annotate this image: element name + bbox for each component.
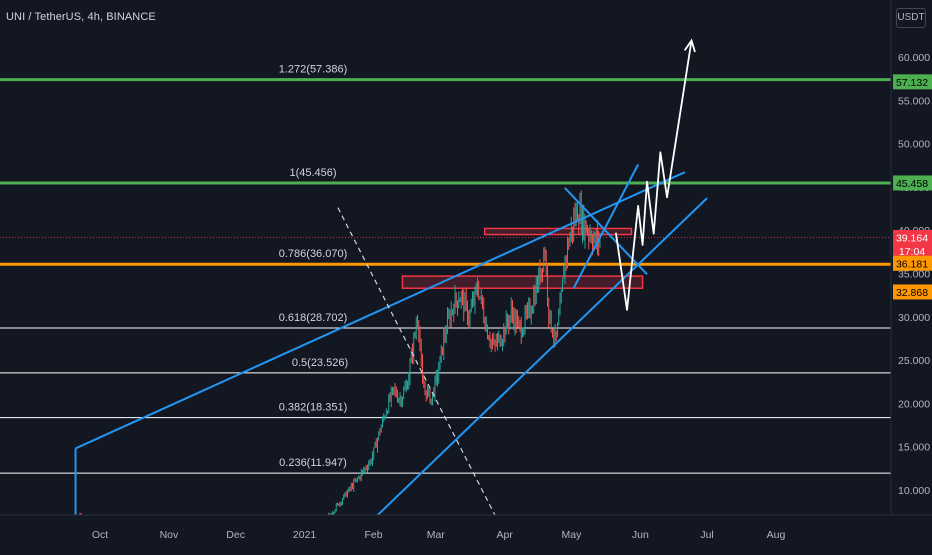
price-tag-text-2: 39.164: [896, 232, 928, 244]
y-tick-label-2: 20.000: [898, 398, 930, 410]
y-tick-label-1: 15.000: [898, 442, 930, 454]
x-tick-label-10: Aug: [767, 529, 786, 541]
price-tag-5: [893, 284, 932, 300]
trendline-channel-top: [75, 171, 686, 450]
fib-label-2: 0.786(36.070): [279, 248, 348, 260]
fib-label-6: 0.236(11.947): [279, 457, 347, 469]
projection-path: [615, 40, 693, 311]
price-tag-0: [893, 74, 932, 90]
x-tick-label-0: Oct: [92, 529, 108, 541]
price-tag-2: [893, 229, 932, 245]
fib-label-3: 0.618(28.702): [279, 312, 348, 324]
price-tag-text-1: 45.458: [896, 178, 928, 190]
y-tick-label-0: 10.000: [898, 485, 930, 497]
y-tick-label-5: 35.000: [898, 269, 930, 281]
trendline-wedge-upper: [572, 163, 640, 289]
trendline-channel-bottom: [370, 197, 708, 522]
price-tag-4: [893, 255, 932, 271]
price-tag-3: [893, 243, 932, 259]
fib-label-1: 1(45.456): [289, 167, 336, 179]
price-axis-panel: [891, 0, 932, 550]
x-tick-label-8: Jun: [632, 529, 649, 541]
projection-arrow-head: [683, 38, 696, 53]
fib-label-0: 1.272(57.386): [279, 64, 348, 76]
lower-resistance-zone: [401, 275, 644, 289]
y-tick-label-4: 30.000: [898, 312, 930, 324]
price-tag-text-4: 36.181: [896, 258, 928, 270]
currency-button[interactable]: USDT: [896, 8, 926, 28]
x-tick-label-2: Dec: [226, 529, 245, 541]
price-tag-text-3: 17:04: [899, 246, 925, 258]
time-axis-panel: [0, 515, 932, 550]
price-tag-text-5: 32.868: [896, 287, 928, 299]
fib-label-5: 0.382(18.351): [279, 402, 348, 414]
y-tick-label-9: 55.000: [898, 95, 930, 107]
price-tag-text-0: 57.132: [896, 77, 928, 89]
price-tag-1: [893, 175, 932, 191]
dashed-projection-line: [337, 207, 499, 522]
y-tick-label-3: 25.000: [898, 355, 930, 367]
chart-title: UNI / TetherUS, 4h, BINANCE: [6, 11, 156, 23]
y-tick-label-10: 60.000: [898, 52, 930, 64]
x-tick-label-5: Mar: [427, 529, 446, 541]
y-tick-label-8: 50.000: [898, 139, 930, 151]
x-tick-label-3: 2021: [293, 529, 317, 541]
x-tick-label-9: Jul: [700, 529, 713, 541]
x-tick-label-1: Nov: [160, 529, 179, 541]
upper-resistance-zone: [483, 227, 633, 236]
x-tick-label-4: Feb: [364, 529, 382, 541]
fib-label-4: 0.5(23.526): [292, 357, 348, 369]
trendline-wedge-lower: [564, 187, 648, 276]
x-tick-label-6: Apr: [497, 529, 514, 541]
x-tick-label-7: May: [561, 529, 582, 541]
